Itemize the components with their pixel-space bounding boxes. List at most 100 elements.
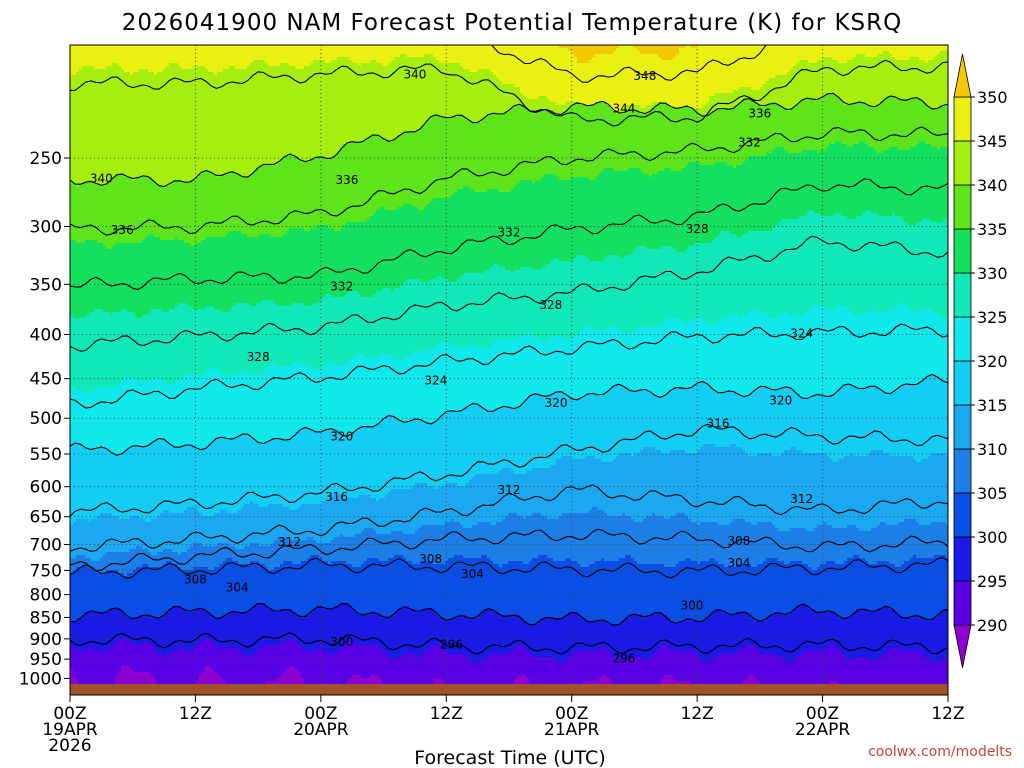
heatmap-cell	[94, 471, 97, 474]
heatmap-cell	[79, 627, 82, 630]
heatmap-cell	[70, 552, 73, 555]
heatmap-cell	[70, 264, 73, 267]
heatmap-cell	[85, 141, 88, 144]
heatmap-cell	[82, 240, 85, 243]
heatmap-cell	[94, 480, 97, 483]
heatmap-cell	[70, 48, 73, 51]
heatmap-cell	[94, 558, 97, 561]
heatmap-cell	[76, 627, 79, 630]
heatmap-cell	[73, 231, 76, 234]
heatmap-cell	[97, 192, 100, 195]
heatmap-cell	[94, 465, 97, 468]
heatmap-cell	[73, 462, 76, 465]
heatmap-cell	[91, 258, 94, 261]
heatmap-cell	[79, 540, 82, 543]
heatmap-cell	[79, 45, 82, 48]
heatmap-cell	[70, 321, 73, 324]
heatmap-cell	[82, 174, 85, 177]
heatmap-cell	[88, 474, 91, 477]
heatmap-cell	[82, 210, 85, 213]
heatmap-cell	[79, 582, 82, 585]
heatmap-cell	[79, 342, 82, 345]
heatmap-cell	[91, 69, 94, 72]
heatmap-cell	[88, 381, 91, 384]
heatmap-cell	[82, 675, 85, 678]
heatmap-cell	[70, 246, 73, 249]
heatmap-cell	[94, 189, 97, 192]
heatmap-cell	[76, 135, 79, 138]
heatmap-cell	[73, 60, 76, 63]
heatmap-cell	[88, 366, 91, 369]
heatmap-cell	[94, 240, 97, 243]
heatmap-cell	[85, 240, 88, 243]
heatmap-cell	[85, 483, 88, 486]
heatmap-cell	[79, 186, 82, 189]
heatmap-cell	[79, 51, 82, 54]
heatmap-cell	[79, 93, 82, 96]
heatmap-cell	[88, 483, 91, 486]
heatmap-cell	[76, 213, 79, 216]
heatmap-cell	[82, 312, 85, 315]
heatmap-cell	[73, 372, 76, 375]
heatmap-cell	[70, 189, 73, 192]
heatmap-cell	[91, 204, 94, 207]
heatmap-cell	[85, 528, 88, 531]
heatmap-cell	[79, 411, 82, 414]
heatmap-cell	[85, 669, 88, 672]
heatmap-cell	[91, 54, 94, 57]
heatmap-cell	[79, 459, 82, 462]
heatmap-cell	[91, 441, 94, 444]
heatmap-cell	[91, 594, 94, 597]
heatmap-cell	[70, 339, 73, 342]
heatmap-cell	[91, 231, 94, 234]
heatmap-cell	[97, 66, 100, 69]
heatmap-cell	[76, 273, 79, 276]
heatmap-cell	[73, 351, 76, 354]
heatmap-cell	[73, 627, 76, 630]
heatmap-cell	[97, 102, 100, 105]
heatmap-cell	[76, 429, 79, 432]
heatmap-cell	[73, 522, 76, 525]
heatmap-cell	[70, 231, 73, 234]
heatmap-cell	[85, 252, 88, 255]
heatmap-cell	[73, 219, 76, 222]
heatmap-cell	[82, 318, 85, 321]
heatmap-cell	[88, 105, 91, 108]
heatmap-cell	[91, 480, 94, 483]
heatmap-cell	[94, 279, 97, 282]
heatmap-cell	[88, 552, 91, 555]
heatmap-cell	[79, 636, 82, 639]
heatmap-cell	[76, 144, 79, 147]
heatmap-cell	[94, 423, 97, 426]
heatmap-cell	[88, 450, 91, 453]
heatmap-cell	[88, 243, 91, 246]
heatmap-cell	[97, 300, 100, 303]
heatmap-cell	[76, 351, 79, 354]
heatmap-cell	[76, 363, 79, 366]
heatmap-cell	[94, 63, 97, 66]
heatmap-cell	[88, 462, 91, 465]
heatmap-cell	[82, 204, 85, 207]
heatmap-cell	[73, 132, 76, 135]
heatmap-cell	[73, 648, 76, 651]
heatmap-cell	[79, 69, 82, 72]
heatmap-cell	[85, 525, 88, 528]
heatmap-cell	[70, 603, 73, 606]
heatmap-cell	[85, 264, 88, 267]
heatmap-cell	[70, 351, 73, 354]
heatmap-cell	[85, 633, 88, 636]
heatmap-cell	[94, 147, 97, 150]
heatmap-cell	[76, 345, 79, 348]
heatmap-cell	[70, 306, 73, 309]
heatmap-cell	[97, 219, 100, 222]
heatmap-cell	[88, 600, 91, 603]
heatmap-cell	[76, 600, 79, 603]
heatmap-cell	[82, 462, 85, 465]
heatmap-cell	[70, 426, 73, 429]
heatmap-cell	[88, 99, 91, 102]
heatmap-cell	[88, 327, 91, 330]
heatmap-cell	[91, 645, 94, 648]
heatmap-cell	[91, 627, 94, 630]
heatmap-cell	[82, 669, 85, 672]
heatmap-cell	[88, 624, 91, 627]
